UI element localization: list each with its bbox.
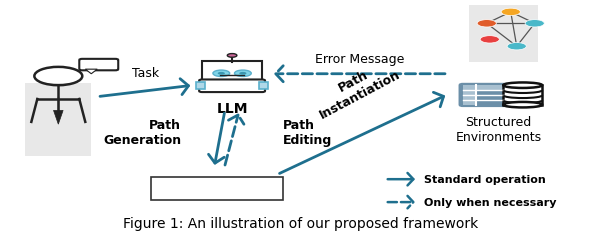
Circle shape [239, 73, 246, 75]
FancyBboxPatch shape [79, 60, 118, 71]
Circle shape [480, 36, 499, 44]
Text: Reasoning Path: Reasoning Path [169, 182, 265, 195]
Text: Path
Editing: Path Editing [283, 119, 332, 146]
Ellipse shape [503, 103, 542, 108]
Circle shape [501, 9, 520, 16]
Text: Path
Generation: Path Generation [103, 119, 181, 146]
Circle shape [213, 71, 230, 77]
Circle shape [525, 21, 544, 28]
Text: Task: Task [132, 67, 159, 80]
FancyBboxPatch shape [151, 177, 283, 200]
Text: Only when necessary: Only when necessary [424, 197, 556, 207]
Polygon shape [85, 70, 98, 74]
FancyBboxPatch shape [196, 83, 205, 90]
Text: Error Message: Error Message [315, 52, 404, 65]
Text: Figure 1: An illustration of our proposed framework: Figure 1: An illustration of our propose… [123, 216, 479, 230]
FancyBboxPatch shape [259, 83, 268, 90]
Circle shape [218, 73, 225, 75]
Text: Path
Instantiation: Path Instantiation [310, 55, 403, 121]
Text: Structured
Environments: Structured Environments [456, 116, 542, 143]
FancyBboxPatch shape [463, 86, 476, 105]
FancyBboxPatch shape [469, 6, 538, 63]
Circle shape [228, 54, 237, 58]
Circle shape [507, 43, 526, 51]
Circle shape [235, 71, 251, 77]
FancyBboxPatch shape [463, 86, 514, 91]
FancyBboxPatch shape [25, 84, 92, 157]
Ellipse shape [503, 83, 542, 88]
Text: LLM: LLM [216, 102, 248, 116]
FancyBboxPatch shape [202, 62, 262, 81]
Text: Standard operation: Standard operation [424, 174, 545, 184]
Bar [503, 86, 542, 105]
FancyBboxPatch shape [460, 85, 517, 106]
Circle shape [477, 21, 496, 28]
Polygon shape [54, 111, 63, 125]
FancyBboxPatch shape [199, 80, 265, 93]
